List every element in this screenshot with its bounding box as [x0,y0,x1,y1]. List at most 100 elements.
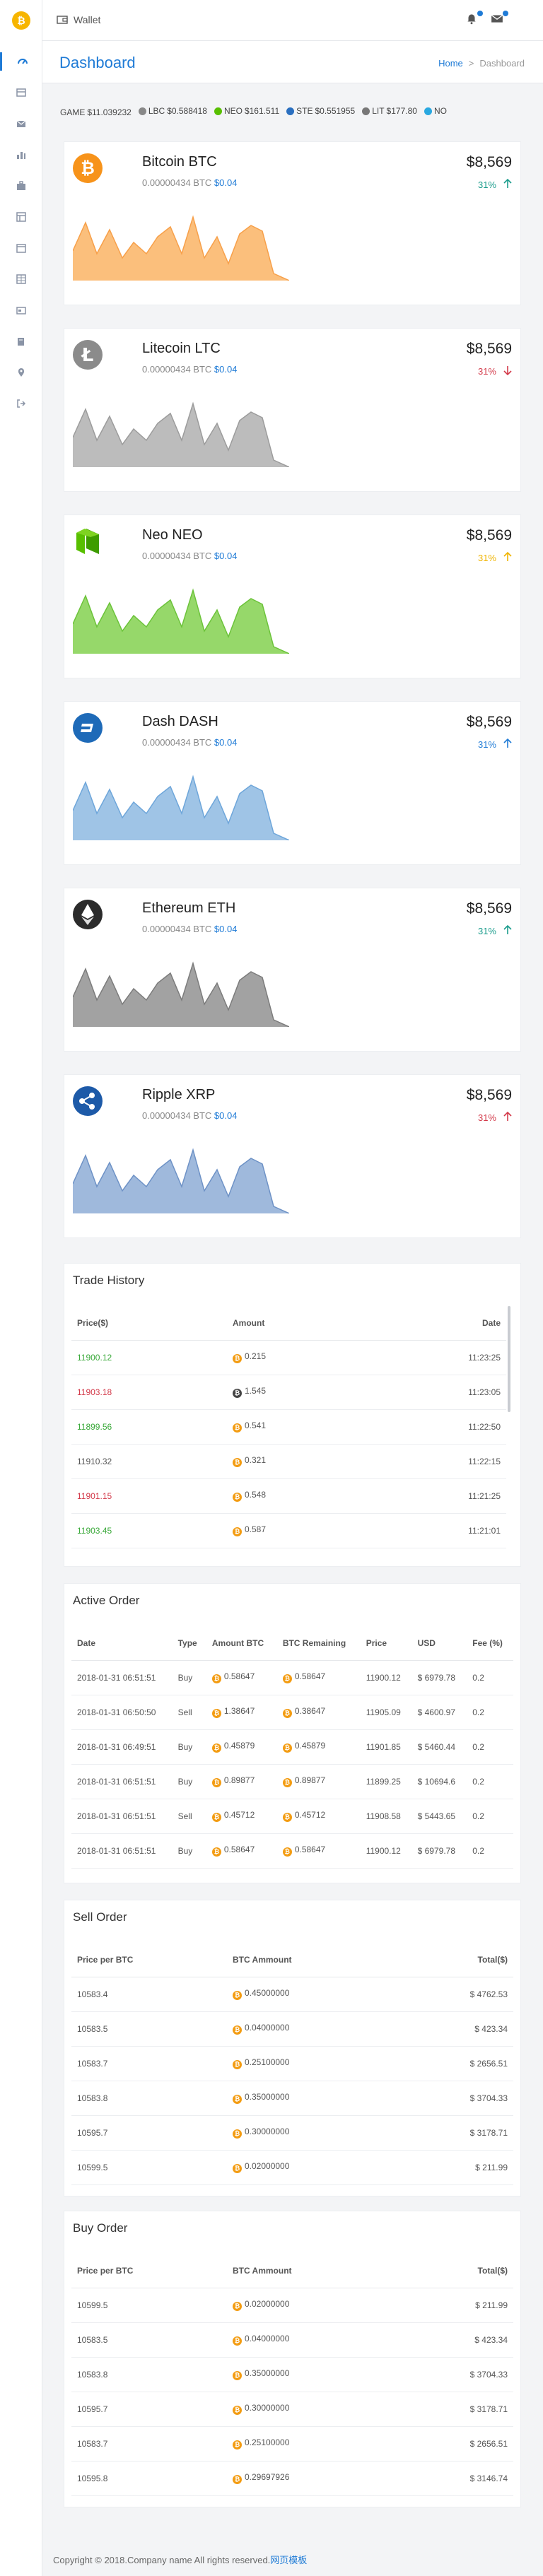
cell-type: Buy [172,1833,206,1869]
table-row[interactable]: 10595.7 ₿ 0.30000000 $ 3178.71 [71,2115,513,2151]
order-amount: ₿ 0.35000000 [227,2357,383,2392]
sidebar-item-map[interactable] [0,363,42,382]
sparkline-area [73,1150,289,1213]
table-row[interactable]: 2018-01-31 06:51:51 Sell ₿ 0.45712 ₿ 0.45712 1… [71,1799,513,1834]
ticker-item[interactable]: LBC $0.588418 [138,106,207,116]
ticker-item[interactable]: STE $0.551955 [286,106,355,116]
table-row[interactable]: 11899.56 ₿ 0.541 11:22:50 [71,1409,506,1445]
coin-price: $8,569 [466,1087,512,1103]
messages-button[interactable] [491,11,508,28]
bitcoin-icon: ₿ [233,2095,242,2104]
cell-usd: $ 6979.78 [411,1833,467,1869]
sidebar-item-cards[interactable] [0,301,42,319]
cell-value: 11908.58 [366,1811,401,1821]
sidebar-item-logout[interactable] [0,394,42,413]
coin-card[interactable]: Dash DASH 0.00000434 BTC $0.04 $8,569 31% [64,701,521,865]
sidebar-item-tables[interactable] [0,270,42,288]
trade-price: 11899.56 [71,1409,227,1445]
wallet-label: Wallet [74,14,101,25]
cell-date: 2018-01-31 06:51:51 [71,1833,173,1869]
ticker-item[interactable]: LIT $177.80 [362,106,417,116]
coin-card[interactable]: Ethereum ETH 0.00000434 BTC $0.04 $8,569 31… [64,888,521,1052]
table-row[interactable]: 11900.12 ₿ 0.215 11:23:25 [71,1340,506,1375]
table-row[interactable]: 11903.18 ₿ 1.545 11:23:05 [71,1375,506,1410]
ticker-item[interactable]: NEO $161.511 [214,106,279,116]
table-row[interactable]: 10599.5 ₿ 0.02000000 $ 211.99 [71,2288,513,2323]
price-sparkline [73,401,289,467]
order-total: $ 3146.74 [383,2461,513,2496]
footer-link[interactable]: 网页模板 [270,2555,308,2565]
table-row[interactable]: 2018-01-31 06:49:51 Buy ₿ 0.45879 ₿ 0.45879 11… [71,1729,513,1765]
table-row[interactable]: 10583.5 ₿ 0.04000000 $ 423.34 [71,2011,513,2047]
sidebar-item-dashboard[interactable] [0,52,42,71]
table-row[interactable]: 11901.15 ₿ 0.548 11:21:25 [71,1478,506,1514]
sidebar-item-calendar[interactable] [0,239,42,257]
cell-type: Sell [172,1695,206,1730]
cell-value: 0.38647 [294,1706,326,1716]
table-row[interactable]: 10583.8 ₿ 0.35000000 $ 3704.33 [71,2357,513,2392]
order-price: 10583.4 [71,1977,227,2012]
table-row[interactable]: 10583.5 ₿ 0.04000000 $ 423.34 [71,2322,513,2358]
coin-price: $8,569 [466,714,512,730]
cell-fee: 0.2 [467,1833,513,1869]
book-icon [18,338,24,346]
sidebar-item-layout[interactable] [0,208,42,226]
ticker-price: $11.039232 [87,107,132,117]
table-row[interactable]: 10583.4 ₿ 0.45000000 $ 4762.53 [71,1977,513,2012]
amount-value: 0.35000000 [245,2092,290,2102]
app-logo[interactable]: ₿ [0,0,42,41]
cell-usd: $ 5460.44 [411,1729,467,1765]
sidebar: ₿ [0,0,42,2576]
ticker-item[interactable]: NO [424,106,449,116]
breadcrumb: Home > Dashboard [438,58,525,69]
coin-card[interactable]: ₿ Bitcoin BTC 0.00000434 BTC $0.04 $8,569 31… [64,141,521,305]
order-total: $ 2656.51 [383,2426,513,2462]
order-total: $ 4762.53 [383,1977,513,2012]
sparkline-line [73,775,289,840]
order-total: $ 423.34 [383,2011,513,2047]
scrollbar[interactable] [508,1306,510,1412]
sidebar-item-pages[interactable] [0,332,42,351]
active-order-panel: Active Order Date Type Amount BTC BTC Remai… [64,1583,521,1883]
table-row[interactable]: 2018-01-31 06:51:51 Buy ₿ 0.58647 ₿ 0.58647 11… [71,1660,513,1695]
breadcrumb-home[interactable]: Home [438,58,463,69]
wallet-menu[interactable]: Wallet [57,14,100,25]
cell-value: 0.45712 [223,1810,255,1820]
coin-btc-amount: 0.00000434 BTC [142,364,212,375]
column-header-btc-remaining: BTC Remaining [276,1626,361,1661]
table-row[interactable]: 10595.8 ₿ 0.29697926 $ 3146.74 [71,2461,513,2496]
buy-order-panel: Buy Order Price per BTC BTC Ammount Tota… [64,2211,521,2507]
table-row[interactable]: 2018-01-31 06:50:50 Sell ₿ 1.38647 ₿ 0.38647 1… [71,1695,513,1730]
coin-name: Ethereum ETH [142,900,236,916]
table-row[interactable]: 11903.45 ₿ 0.587 11:21:01 [71,1513,506,1548]
cell-value: 0.2 [472,1707,484,1717]
bitcoin-icon: ₿ [233,1354,242,1363]
cell-value: 2018-01-31 06:49:51 [77,1741,156,1752]
order-price: 10583.5 [71,2011,227,2047]
amount-value: 0.541 [245,1421,267,1430]
svg-text:Ł: Ł [81,345,94,366]
cell-btc-remaining: ₿ 0.89877 [276,1764,361,1799]
sidebar-item-mail[interactable] [0,114,42,133]
table-row[interactable]: 10583.7 ₿ 0.25100000 $ 2656.51 [71,2046,513,2081]
cell-usd: $ 5443.65 [411,1799,467,1834]
table-row[interactable]: 2018-01-31 06:51:51 Buy ₿ 0.89877 ₿ 0.89877 11… [71,1764,513,1799]
sidebar-item-charts[interactable] [0,146,42,164]
table-row[interactable]: 11910.32 ₿ 0.321 11:22:15 [71,1444,506,1479]
trade-price: 11903.45 [71,1513,227,1548]
sidebar-item-wallet[interactable] [0,83,42,102]
coin-card[interactable]: Ł Litecoin LTC 0.00000434 BTC $0.04 $8,569 3… [64,328,521,492]
coin-card[interactable]: Neo NEO 0.00000434 BTC $0.04 $8,569 31% [64,514,521,678]
table-row[interactable]: 10599.5 ₿ 0.02000000 $ 211.99 [71,2150,513,2185]
table-row[interactable]: 10583.7 ₿ 0.25100000 $ 2656.51 [71,2426,513,2462]
ticker-item[interactable]: GAME $11.039232 [60,107,132,117]
table-row[interactable]: 10583.8 ₿ 0.35000000 $ 3704.33 [71,2081,513,2116]
coin-btc-value: 0.00000434 BTC $0.04 [142,177,237,188]
notifications-button[interactable] [465,11,483,28]
arrow-up-icon [503,924,512,937]
table-row[interactable]: 2018-01-31 06:51:51 Buy ₿ 0.58647 ₿ 0.58647 11… [71,1833,513,1869]
table-row[interactable]: 10595.7 ₿ 0.30000000 $ 3178.71 [71,2392,513,2427]
cell-date: 2018-01-31 06:51:51 [71,1799,173,1834]
sidebar-item-portfolio[interactable] [0,177,42,195]
coin-card[interactable]: Ripple XRP 0.00000434 BTC $0.04 $8,569 31% [64,1074,521,1238]
